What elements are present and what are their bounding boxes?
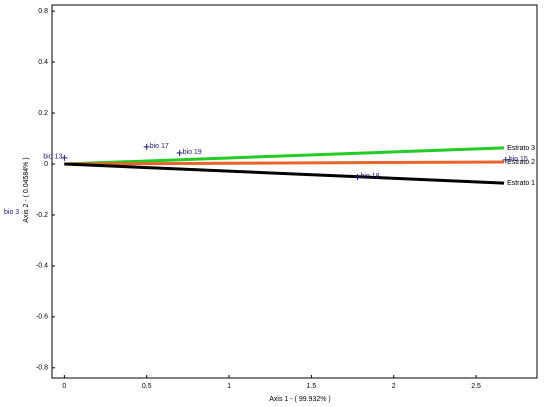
point-label: bio 18	[360, 173, 379, 180]
vector	[64, 160, 505, 166]
y-tick-label: -0.2	[36, 212, 48, 219]
y-tick-label: -0.6	[36, 314, 48, 321]
y-tick-label: -0.8	[36, 365, 48, 372]
vector-label: Estrato 1	[507, 180, 535, 187]
point-label: bio 13	[43, 154, 62, 161]
point-label: bio 15	[509, 156, 528, 163]
x-tick-label: 1.5	[307, 383, 317, 390]
vector	[64, 162, 505, 185]
y-axis-label: Axis 2 - ( 0.04584% )	[23, 157, 30, 222]
y-tick-label: 0.8	[38, 8, 48, 15]
vector-label: Estrato 3	[507, 145, 535, 152]
point	[176, 150, 183, 157]
point	[502, 156, 509, 163]
x-tick-label: 2.5	[471, 383, 481, 390]
y-tick-label: 0.2	[38, 110, 48, 117]
plot-frame	[51, 4, 538, 379]
point	[61, 154, 68, 161]
point	[354, 173, 361, 180]
point-label: bio 19	[183, 149, 202, 156]
x-tick-label: 0.5	[142, 383, 152, 390]
x-axis-label: Axis 1 - ( 99.932% )	[269, 396, 330, 403]
point-label: bio 17	[150, 143, 169, 150]
x-tick-label: 0	[62, 383, 66, 390]
vector	[64, 146, 505, 166]
y-tick-label: 0	[44, 161, 48, 168]
vector-label: Estrato 2	[507, 159, 535, 166]
y-tick-label: -0.4	[36, 263, 48, 270]
x-tick-label: 1	[227, 383, 231, 390]
x-tick-label: 2	[392, 383, 396, 390]
y-tick-label: 0.4	[38, 59, 48, 66]
annotation: bio 3	[4, 209, 19, 216]
point	[143, 143, 150, 150]
